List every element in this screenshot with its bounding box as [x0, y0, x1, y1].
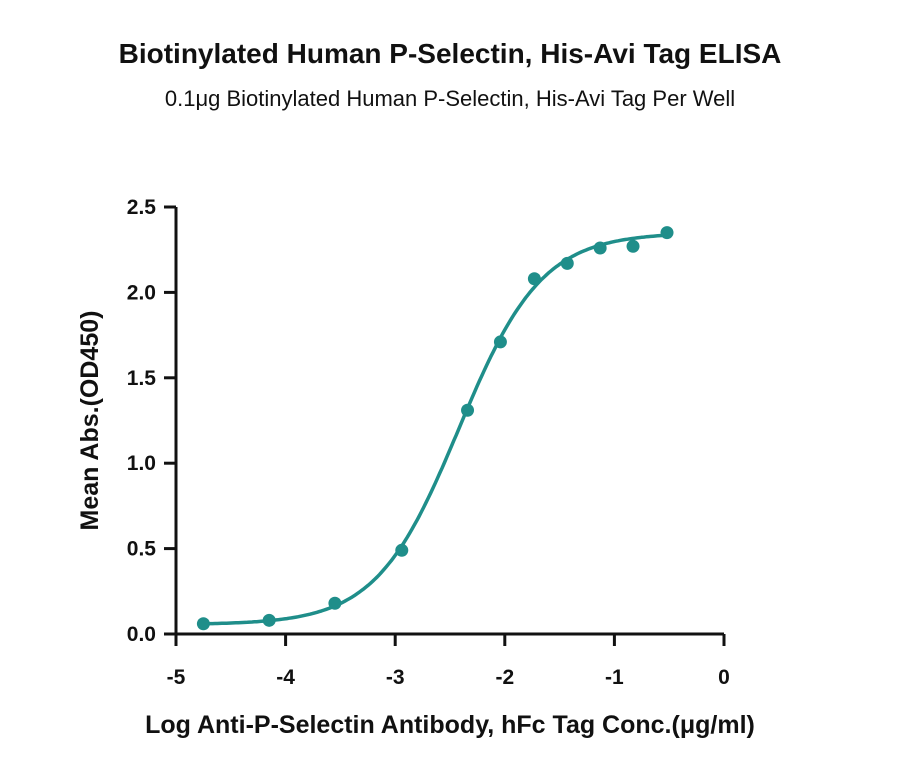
x-tick-label: -1 [605, 666, 624, 689]
x-tick-label: -2 [495, 666, 514, 689]
data-point [560, 256, 574, 270]
data-point [660, 226, 674, 240]
y-tick-label: 1.5 [127, 367, 157, 390]
data-point [461, 403, 475, 417]
chart-title: Biotinylated Human P-Selectin, His-Avi T… [118, 38, 782, 69]
x-tick-label: 0 [718, 666, 730, 689]
x-tick-label: -5 [167, 666, 186, 689]
data-point [196, 617, 210, 631]
x-tick-label: -3 [386, 666, 405, 689]
fit-curve-layer [203, 233, 668, 626]
x-axis-ticks: -5 -4 -3 -2 -1 0 [167, 634, 730, 689]
y-tick-label: 2.0 [127, 281, 156, 304]
data-point [493, 335, 507, 349]
y-tick-label: 0.0 [127, 623, 156, 646]
data-point [626, 239, 640, 253]
y-tick-label: 0.5 [127, 538, 157, 561]
y-tick-label: 2.5 [127, 196, 157, 219]
data-points-layer [196, 226, 674, 631]
x-tick-label: -4 [276, 666, 295, 689]
data-point [527, 272, 541, 286]
y-axis-ticks: 0.0 0.5 1.0 1.5 2.0 2.5 [127, 196, 176, 646]
data-point [262, 613, 276, 627]
y-tick-label: 1.0 [127, 452, 156, 475]
fit-curve [203, 233, 668, 626]
data-point [593, 241, 607, 255]
y-axis-title: Mean Abs.(OD450) [76, 311, 104, 531]
chart-axes [174, 207, 724, 636]
data-point [328, 596, 342, 610]
chart-subtitle: 0.1μg Biotinylated Human P-Selectin, His… [164, 86, 736, 111]
data-point [395, 543, 409, 557]
x-axis-title: Log Anti-P-Selectin Antibody, hFc Tag Co… [145, 711, 755, 739]
